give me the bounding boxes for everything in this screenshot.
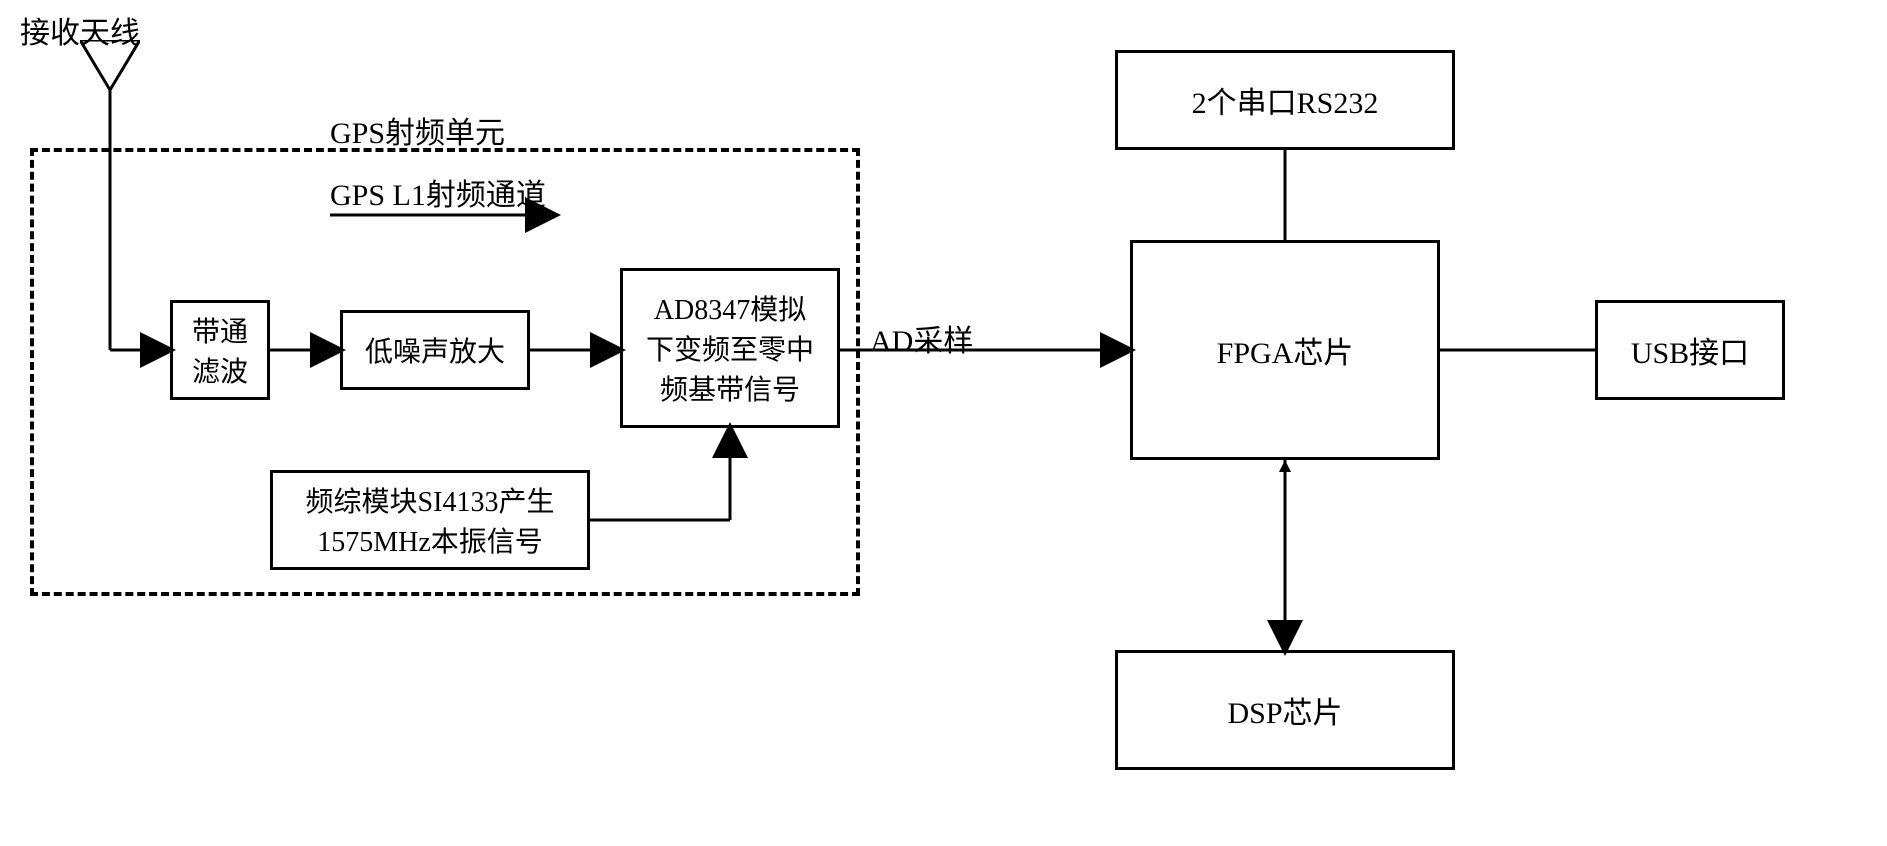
- usb-label: USB接口: [1631, 328, 1749, 372]
- bandpass-filter-box: 带通 滤波: [170, 300, 270, 400]
- bandpass-filter-label: 带通 滤波: [192, 310, 248, 390]
- antenna-icon: [80, 40, 140, 145]
- dsp-label: DSP芯片: [1227, 688, 1342, 732]
- rs232-label: 2个串口RS232: [1192, 78, 1379, 122]
- rf-unit-label: GPS射频单元: [330, 108, 505, 152]
- synth-label: 频综模块SI4133产生 1575MHz本振信号: [306, 480, 555, 560]
- dsp-box: DSP芯片: [1115, 650, 1455, 770]
- fpga-box: FPGA芯片: [1130, 240, 1440, 460]
- rs232-box: 2个串口RS232: [1115, 50, 1455, 150]
- lna-box: 低噪声放大: [340, 310, 530, 390]
- fpga-label: FPGA芯片: [1217, 328, 1354, 372]
- ad-sample-label: AD采样: [870, 316, 973, 360]
- antenna-label: 接收天线: [20, 8, 140, 52]
- downconvert-label: AD8347模拟 下变频至零中 频基带信号: [646, 288, 814, 408]
- downconvert-box: AD8347模拟 下变频至零中 频基带信号: [620, 268, 840, 428]
- usb-box: USB接口: [1595, 300, 1785, 400]
- lna-label: 低噪声放大: [365, 330, 505, 370]
- synth-box: 频综模块SI4133产生 1575MHz本振信号: [270, 470, 590, 570]
